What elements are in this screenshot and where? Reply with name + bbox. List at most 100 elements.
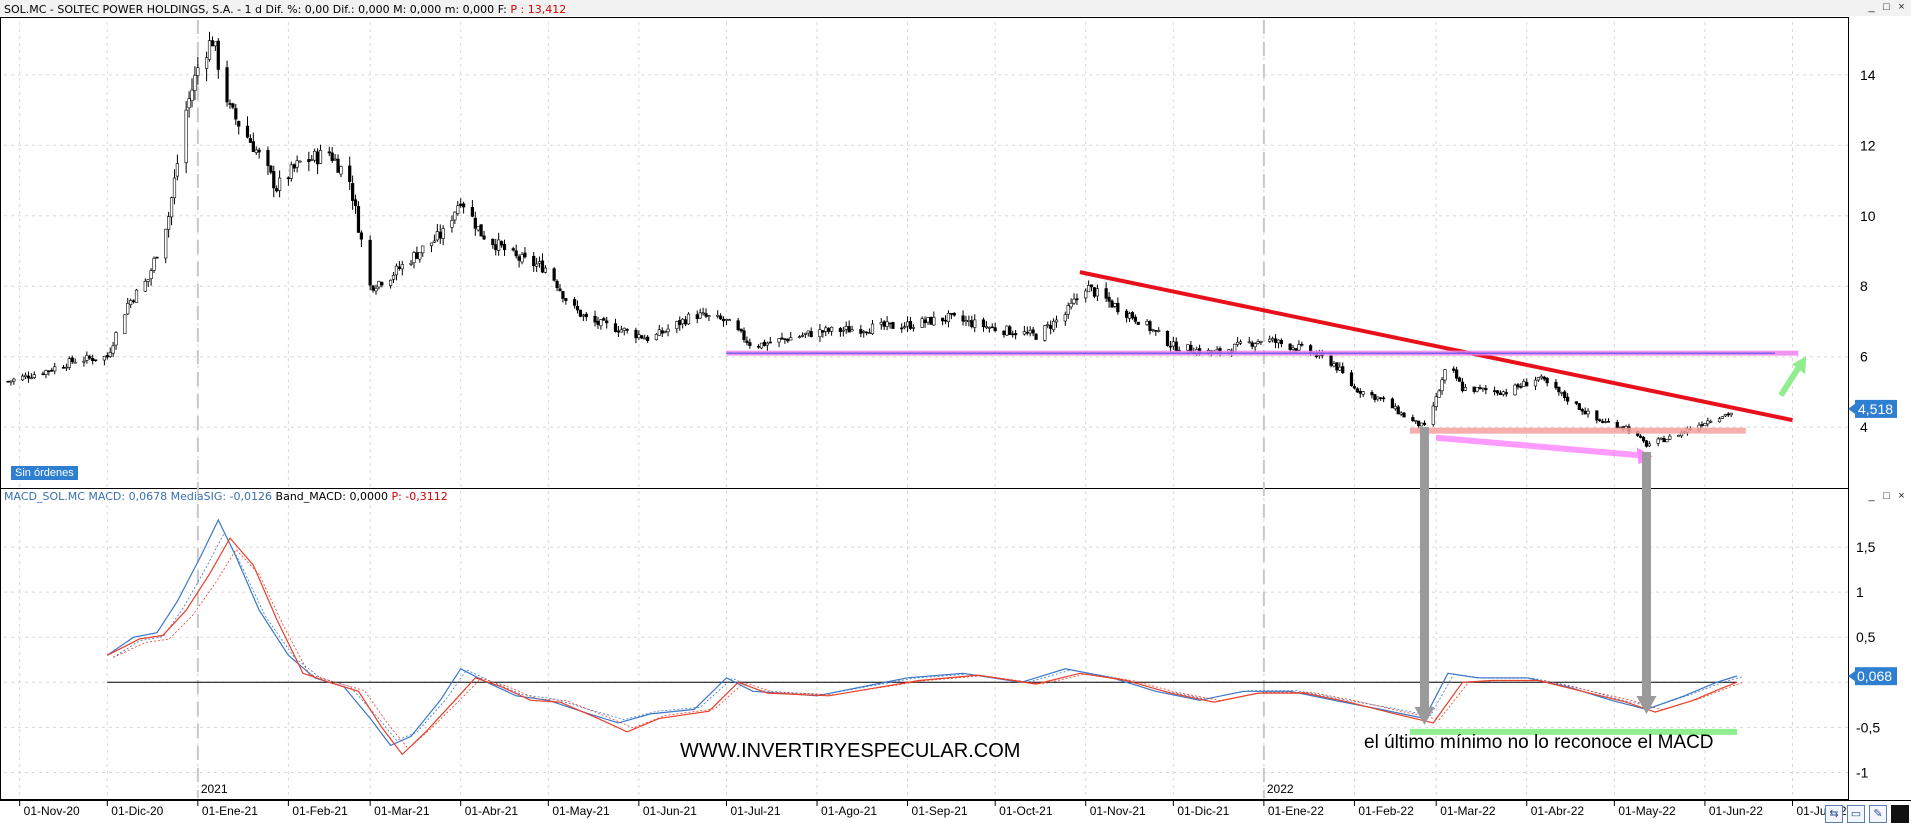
candle-down <box>307 159 311 163</box>
minimize-icon[interactable]: _ <box>1868 1 1875 13</box>
candle-down <box>155 256 159 259</box>
candle-down <box>1002 330 1006 335</box>
year-label: 2021 <box>201 782 228 796</box>
candle-up <box>1533 379 1538 387</box>
price-y-tick: 8 <box>1860 278 1868 294</box>
candle-up <box>134 289 139 303</box>
macd-y-tick: -1 <box>1856 764 1869 780</box>
candle-up <box>1145 320 1149 325</box>
candle-up <box>400 264 404 270</box>
maximize-icon[interactable]: □ <box>1883 1 1890 13</box>
edit-icon[interactable]: ✎ <box>1869 805 1887 823</box>
candle-down <box>61 367 66 369</box>
candle-down <box>552 268 556 281</box>
candle-down <box>532 255 536 266</box>
candle-up <box>1656 438 1660 444</box>
x-tick-label: 01-Ene-22 <box>1268 804 1324 818</box>
macd-close-icon[interactable]: × <box>1898 490 1905 502</box>
candle-down <box>251 141 255 152</box>
candle-up <box>1659 437 1663 440</box>
candle-down <box>1583 410 1587 415</box>
candle-up <box>765 342 769 346</box>
candle-up <box>418 251 422 260</box>
macd-maximize-icon[interactable]: □ <box>1883 490 1890 502</box>
x-tick-label: 01-Nov-21 <box>1090 804 1146 818</box>
candle-down <box>1422 422 1427 425</box>
min-label: m: 0,000 <box>444 3 495 16</box>
macd-minimize-icon[interactable]: _ <box>1868 490 1875 502</box>
candle-down <box>719 315 723 320</box>
sync-icon[interactable]: ⇆ <box>1825 805 1843 823</box>
candle-down <box>1615 422 1619 429</box>
candle-down <box>990 326 994 329</box>
save-icon[interactable]: ▭ <box>1847 805 1865 823</box>
candle-up <box>167 216 171 230</box>
dif-label: Dif.: 0,000 <box>332 3 390 16</box>
candle-up <box>1522 381 1526 387</box>
candle-up <box>64 366 69 369</box>
candle-down <box>502 244 507 251</box>
candle-down <box>292 164 296 169</box>
candle-up <box>441 228 445 239</box>
close-icon[interactable]: × <box>1898 1 1905 13</box>
candle-down <box>1034 333 1038 340</box>
candle-down <box>891 322 895 329</box>
candle-down <box>1452 368 1456 371</box>
candle-up <box>1054 319 1059 323</box>
candle-up <box>1087 285 1091 293</box>
candle-up <box>85 355 89 361</box>
candle-down <box>47 370 51 373</box>
candle-up <box>1046 324 1050 326</box>
candle-up <box>1271 338 1275 341</box>
candle-up <box>619 329 623 333</box>
candle-up <box>1022 331 1026 335</box>
candle-down <box>26 375 31 379</box>
candle-down <box>1460 381 1465 392</box>
orders-badge[interactable]: Sin órdenes <box>11 466 78 480</box>
candle-down <box>1542 376 1546 380</box>
macd-line <box>106 518 1738 747</box>
candle-up <box>537 261 542 264</box>
signal-dotted-line <box>113 548 1744 750</box>
candle-down <box>216 40 220 70</box>
fill-icon[interactable] <box>1891 805 1909 823</box>
candle-up <box>143 280 147 292</box>
candle-up <box>1539 375 1543 379</box>
candle-up <box>318 150 323 164</box>
candle-up <box>21 375 25 381</box>
candle-down <box>1349 372 1354 387</box>
candle-down <box>470 207 474 217</box>
candle-up <box>114 332 118 346</box>
candle-down <box>94 359 98 362</box>
f-label: F: <box>497 3 507 16</box>
candle-down <box>1595 410 1599 421</box>
candle-down <box>1504 392 1508 395</box>
macd-y-tick: 1 <box>1856 584 1864 600</box>
candle-up <box>1233 343 1237 353</box>
candle-down <box>491 238 495 246</box>
candle-up <box>905 321 910 327</box>
candle-down <box>1335 362 1339 371</box>
candle-down <box>1662 438 1666 443</box>
candle-up <box>278 177 282 191</box>
price-header: SOL.MC - SOLTEC POWER HOLDINGS, S.A. - 1… <box>4 3 566 16</box>
candle-down <box>225 67 229 103</box>
x-tick-label: 01-Ene-21 <box>202 804 258 818</box>
macd-tag-pointer <box>1848 671 1855 682</box>
candle-down <box>245 125 250 138</box>
candle-up <box>149 270 153 280</box>
candle-up <box>675 321 679 329</box>
candle-up <box>196 67 200 76</box>
candle-up <box>973 319 977 328</box>
last-price-tag: 4,518 <box>1858 401 1893 417</box>
candle-up <box>102 355 106 361</box>
x-tick-label: 01-Abr-22 <box>1531 804 1585 818</box>
candle-up <box>1668 435 1672 440</box>
candle-up <box>599 319 603 327</box>
candle-up <box>806 330 810 334</box>
candle-up <box>146 279 150 282</box>
candle-up <box>1063 314 1067 322</box>
candle-up <box>476 225 480 231</box>
candle-up <box>581 314 585 317</box>
candle-down <box>943 319 948 322</box>
